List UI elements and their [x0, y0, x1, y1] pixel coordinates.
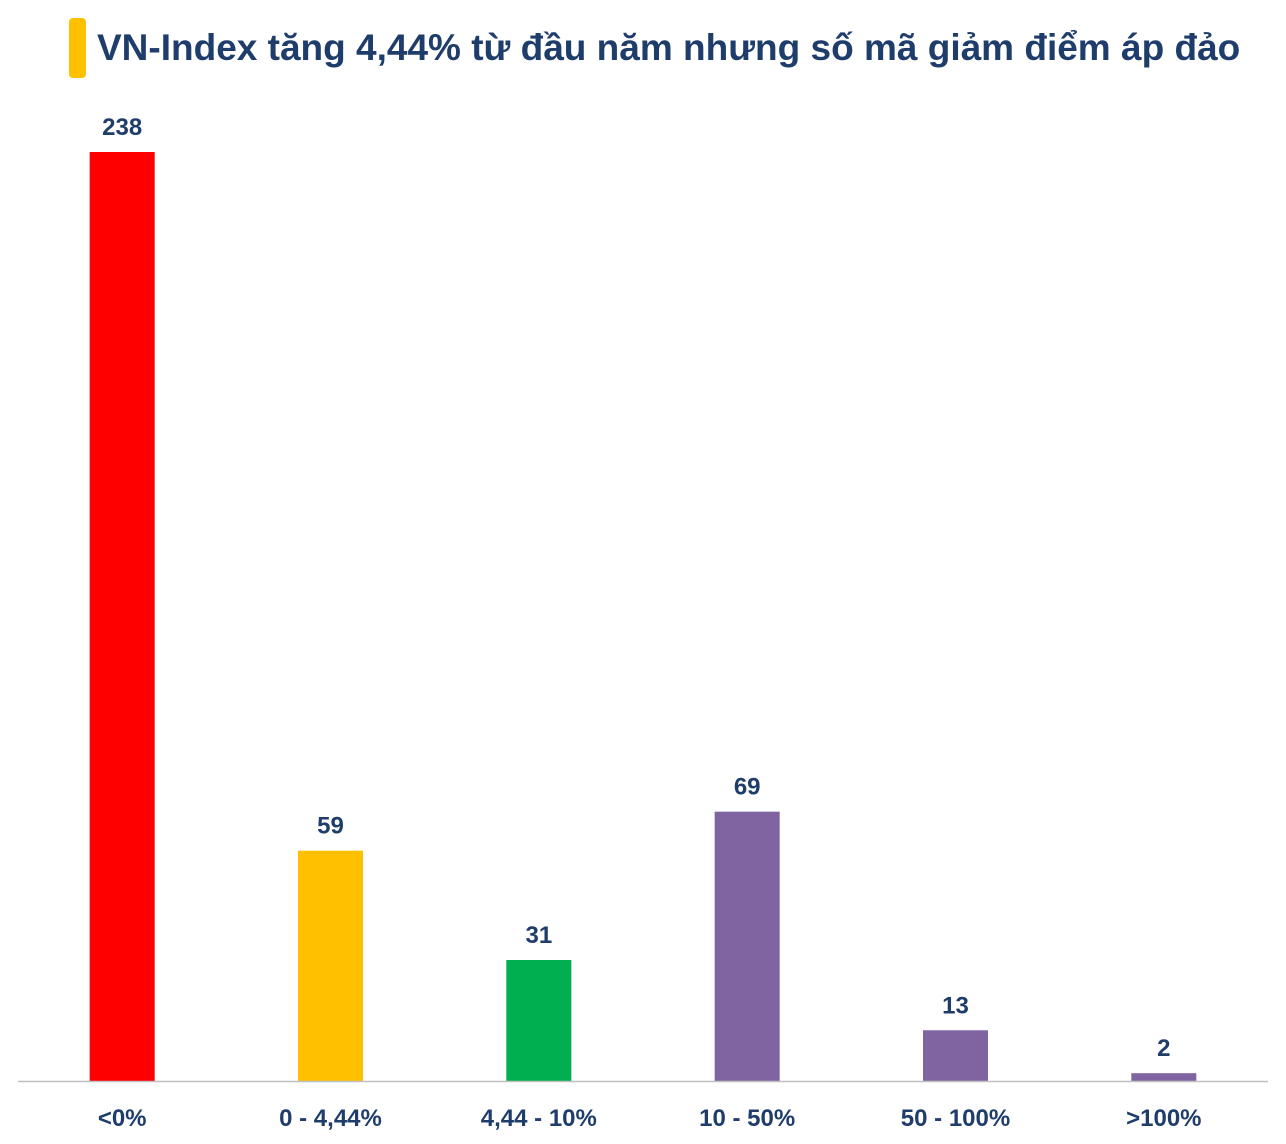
bars-group: [89, 152, 1197, 1081]
bar-value-label-5: 2: [1157, 1035, 1170, 1062]
bar-3: [714, 811, 780, 1081]
bar-value-label-0: 238: [102, 114, 142, 141]
bar-0: [89, 152, 155, 1081]
category-label-3: 10 - 50%: [699, 1105, 795, 1132]
bar-2: [506, 959, 572, 1081]
bar-5: [1131, 1073, 1197, 1081]
bar-1: [298, 850, 363, 1081]
category-label-0: <0%: [98, 1105, 147, 1132]
bar-value-label-2: 31: [525, 922, 552, 949]
title-accent-bar: [69, 18, 86, 78]
category-labels-group: <0% 0 - 4,44% 4,44 - 10% 10 - 50% 50 - 100% >…: [98, 1105, 1202, 1132]
value-labels-group: 238 59 31 69 13 2: [102, 114, 1170, 1062]
category-label-5: >100%: [1126, 1105, 1201, 1132]
category-label-4: 50 - 100%: [901, 1105, 1010, 1132]
bar-4: [923, 1030, 988, 1081]
bar-value-label-3: 69: [734, 774, 761, 801]
category-label-1: 0 - 4,44%: [279, 1105, 382, 1132]
chart-title: VN-Index tăng 4,44% từ đầu năm nhưng số …: [97, 27, 1241, 68]
category-label-2: 4,44 - 10%: [481, 1105, 597, 1132]
bar-value-label-4: 13: [942, 992, 969, 1019]
bar-value-label-1: 59: [317, 813, 344, 840]
